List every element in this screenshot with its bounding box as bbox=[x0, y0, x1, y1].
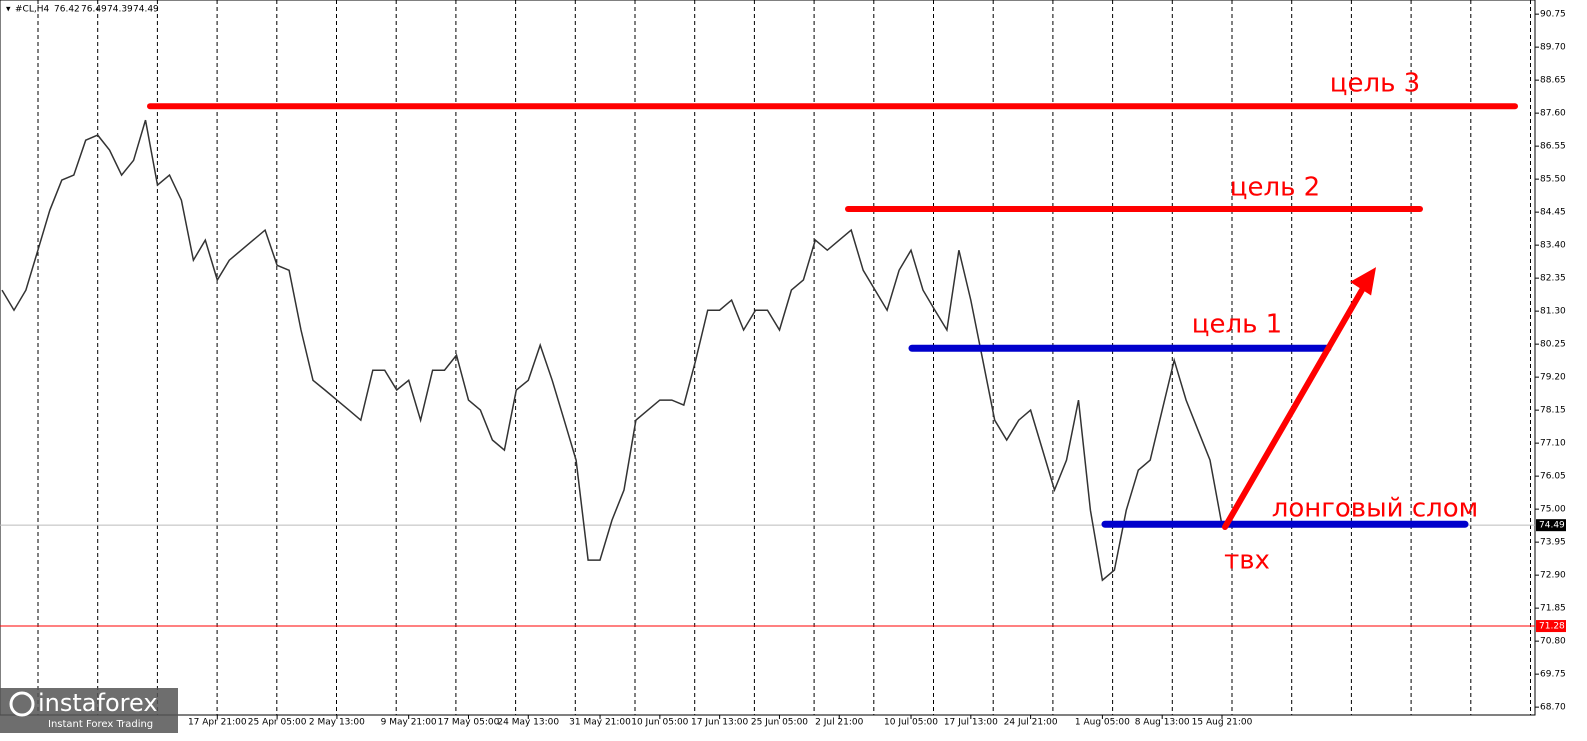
price-label: 74.49 bbox=[1539, 521, 1565, 531]
x-tick-label: 24 May 13:00 bbox=[497, 718, 559, 728]
x-tick-label: 31 May 21:00 bbox=[569, 718, 631, 728]
y-tick-label: 72.90 bbox=[1540, 571, 1566, 581]
y-tick-label: 70.80 bbox=[1540, 637, 1566, 647]
price-label: 71.28 bbox=[1539, 622, 1565, 632]
y-tick-label: 83.40 bbox=[1540, 241, 1566, 251]
y-tick-label: 87.60 bbox=[1540, 109, 1566, 119]
y-tick-label: 68.70 bbox=[1540, 703, 1566, 713]
x-tick-label: 10 Jul 05:00 bbox=[884, 718, 938, 728]
price-box bbox=[1536, 620, 1566, 633]
x-tick-label: 2 May 13:00 bbox=[309, 718, 365, 728]
x-tick-label: 17 Jul 13:00 bbox=[944, 718, 998, 728]
y-tick-label: 89.70 bbox=[1540, 43, 1566, 53]
y-tick-label: 84.45 bbox=[1540, 208, 1566, 218]
x-tick-label: 10 Jun 05:00 bbox=[631, 718, 688, 728]
level-label: лонговый слом bbox=[1272, 494, 1479, 524]
y-tick-label: 73.95 bbox=[1540, 538, 1566, 548]
ohlc-low: 74.39 bbox=[107, 5, 133, 15]
x-tick-label: 2 Jul 21:00 bbox=[815, 718, 864, 728]
entry-label: твх bbox=[1224, 546, 1270, 576]
chart-title: #CL,H4 bbox=[15, 5, 49, 15]
vertical-grid bbox=[37, 0, 1531, 715]
y-tick-label: 76.05 bbox=[1540, 472, 1566, 482]
x-tick-label: 25 Apr 05:00 bbox=[248, 718, 307, 728]
ohlc-open: 76.42 bbox=[54, 5, 80, 15]
plot-frame bbox=[0, 0, 1536, 716]
y-tick-label: 77.10 bbox=[1540, 439, 1566, 449]
x-tick-label: 24 Jul 21:00 bbox=[1004, 718, 1058, 728]
y-tick-label: 82.35 bbox=[1540, 274, 1566, 284]
watermark-logo bbox=[9, 691, 35, 717]
x-tick-label: 15 Aug 21:00 bbox=[1192, 718, 1253, 728]
ohlc-high: 76.49 bbox=[81, 5, 107, 15]
x-tick-label: 9 May 21:00 bbox=[381, 718, 437, 728]
target-arrow-head bbox=[1350, 267, 1377, 296]
y-tick-label: 90.75 bbox=[1540, 10, 1566, 20]
y-tick-label: 88.65 bbox=[1540, 76, 1566, 86]
x-tick-label: 17 May 05:00 bbox=[438, 718, 500, 728]
ohlc-close: 74.49 bbox=[133, 5, 159, 15]
y-tick-label: 71.85 bbox=[1540, 604, 1566, 614]
y-tick-label: 86.55 bbox=[1540, 142, 1566, 152]
y-tick-label: 80.25 bbox=[1540, 340, 1566, 350]
y-tick-label: 81.30 bbox=[1540, 307, 1566, 317]
watermark-slogan: Instant Forex Trading bbox=[48, 719, 153, 730]
y-tick-label: 85.50 bbox=[1540, 175, 1566, 185]
x-tick-label: 17 Apr 21:00 bbox=[188, 718, 247, 728]
price-box bbox=[1536, 519, 1566, 532]
x-tick-label: 1 Aug 05:00 bbox=[1075, 718, 1130, 728]
y-tick-label: 78.15 bbox=[1540, 406, 1566, 416]
x-tick-label: 8 Aug 13:00 bbox=[1135, 718, 1190, 728]
watermark: instaforex Instant Forex Trading bbox=[0, 688, 178, 733]
watermark-name: instaforex bbox=[38, 689, 158, 717]
y-tick-label: 75.00 bbox=[1540, 505, 1566, 515]
symbol-arrow: ▾ bbox=[6, 5, 11, 15]
price-line-series bbox=[1, 119, 1223, 582]
y-tick-label: 79.20 bbox=[1540, 373, 1566, 383]
x-tick-label: 17 Jun 13:00 bbox=[691, 718, 748, 728]
y-tick-label: 69.75 bbox=[1540, 670, 1566, 680]
level-label: цель 1 bbox=[1192, 310, 1282, 340]
level-label: цель 3 bbox=[1330, 69, 1420, 99]
x-tick-label: 25 Jun 05:00 bbox=[751, 718, 808, 728]
target-arrow bbox=[1222, 287, 1365, 530]
level-label: цель 2 bbox=[1230, 173, 1320, 203]
